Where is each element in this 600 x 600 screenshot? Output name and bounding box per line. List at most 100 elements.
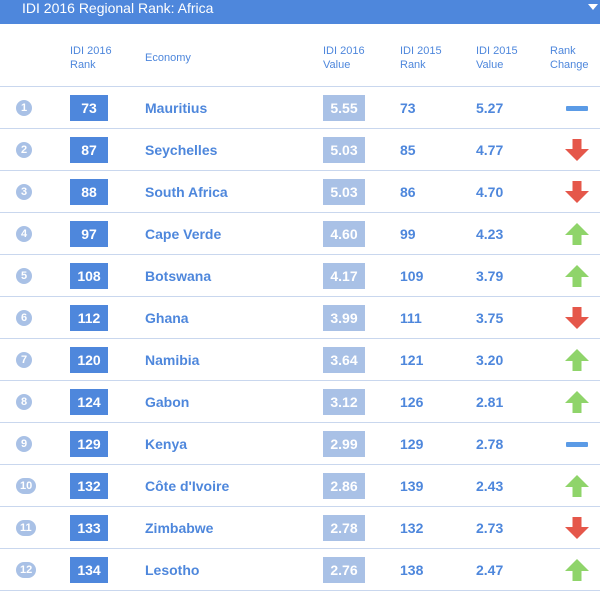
idi2016-value-cell: 4.60	[323, 221, 365, 247]
idi2015-rank-cell: 73	[400, 100, 416, 116]
economy-name[interactable]: Mauritius	[145, 100, 208, 116]
rank-change-same-icon	[564, 431, 590, 457]
rank-change-down-icon	[564, 179, 590, 205]
idi2016-rank-cell: 133	[70, 515, 108, 541]
table-row[interactable]: 6 112 Ghana 3.99 111 3.75	[0, 296, 600, 338]
economy-name[interactable]: Ghana	[145, 310, 189, 326]
rank-change-up-icon	[564, 263, 590, 289]
idi2016-value-cell: 5.55	[323, 95, 365, 121]
idi2015-value-cell: 4.23	[476, 226, 504, 242]
column-header-idi2015-value[interactable]: IDI 2015 Value	[476, 44, 518, 72]
idi2015-value-cell: 2.47	[476, 562, 504, 578]
column-header-line: IDI 2015	[476, 45, 518, 57]
table-row[interactable]: 3 88 South Africa 5.03 86 4.70	[0, 170, 600, 212]
economy-name[interactable]: Kenya	[145, 436, 188, 452]
idi2015-rank-cell: 85	[400, 142, 416, 158]
position-badge: 6	[16, 310, 32, 326]
rank-change-up-icon	[564, 473, 590, 499]
table-row[interactable]: 4 97 Cape Verde 4.60 99 4.23	[0, 212, 600, 254]
idi2015-value-cell: 3.79	[476, 268, 504, 284]
position-badge: 2	[16, 142, 32, 158]
position-badge: 10	[16, 478, 37, 494]
table-row[interactable]: 9 129 Kenya 2.99 129 2.78	[0, 422, 600, 464]
idi2016-value-cell: 5.03	[323, 179, 365, 205]
table-row[interactable]: 10 132 Côte d'Ivoire 2.86 139 2.43	[0, 464, 600, 506]
position-badge: 3	[16, 184, 32, 200]
rank-change-up-icon	[564, 557, 590, 583]
table-row[interactable]: 12 134 Lesotho 2.76 138 2.47	[0, 548, 600, 591]
ranking-table-body: 1 73 Mauritius 5.55 73 5.27 2 87 Seychelles 5.03 8…	[0, 86, 600, 591]
column-header-line: IDI 2016	[323, 45, 365, 57]
economy-name[interactable]: Namibia	[145, 352, 200, 368]
idi2015-rank-cell: 139	[400, 478, 424, 494]
position-badge: 12	[16, 562, 37, 578]
position-badge: 4	[16, 226, 32, 242]
idi2016-rank-cell: 120	[70, 347, 108, 373]
economy-name[interactable]: Gabon	[145, 394, 190, 410]
caret-down-icon[interactable]	[588, 4, 598, 10]
column-header-economy[interactable]: Economy	[145, 51, 191, 65]
position-badge: 7	[16, 352, 32, 368]
column-header-idi2016-rank[interactable]: IDI 2016 Rank	[70, 44, 112, 72]
table-row[interactable]: 11 133 Zimbabwe 2.78 132 2.73	[0, 506, 600, 548]
idi2015-rank-cell: 99	[400, 226, 416, 242]
idi2015-value-cell: 2.73	[476, 520, 504, 536]
rank-change-up-icon	[564, 389, 590, 415]
column-header-line: Rank	[400, 59, 426, 71]
idi2016-value-cell: 2.99	[323, 431, 365, 457]
idi2016-rank-cell: 97	[70, 221, 108, 247]
rank-change-down-icon	[564, 515, 590, 541]
position-badge: 9	[16, 436, 32, 452]
idi2016-rank-cell: 112	[70, 305, 108, 331]
column-header-rank-change[interactable]: Rank Change	[550, 44, 589, 72]
idi2016-value-cell: 4.17	[323, 263, 365, 289]
table-header-bar[interactable]: IDI 2016 Regional Rank: Africa	[0, 0, 600, 24]
table-row[interactable]: 7 120 Namibia 3.64 121 3.20	[0, 338, 600, 380]
position-badge: 1	[16, 100, 32, 116]
column-header-line: Rank	[550, 45, 576, 57]
idi2015-value-cell: 2.81	[476, 394, 504, 410]
idi2015-rank-cell: 129	[400, 436, 424, 452]
rank-change-up-icon	[564, 347, 590, 373]
column-header-idi2015-rank[interactable]: IDI 2015 Rank	[400, 44, 442, 72]
rank-change-up-icon	[564, 221, 590, 247]
economy-name[interactable]: Cape Verde	[145, 226, 222, 242]
idi2016-value-cell: 5.03	[323, 137, 365, 163]
economy-name[interactable]: Botswana	[145, 268, 212, 284]
idi2016-rank-cell: 132	[70, 473, 108, 499]
column-header-line: Change	[550, 59, 589, 71]
idi2015-rank-cell: 109	[400, 268, 424, 284]
idi2016-rank-cell: 124	[70, 389, 108, 415]
idi2015-rank-cell: 121	[400, 352, 424, 368]
table-row[interactable]: 5 108 Botswana 4.17 109 3.79	[0, 254, 600, 296]
economy-name[interactable]: Lesotho	[145, 562, 200, 578]
idi2015-value-cell: 4.70	[476, 184, 504, 200]
rank-change-down-icon	[564, 137, 590, 163]
position-badge: 11	[16, 520, 36, 536]
idi2015-rank-cell: 126	[400, 394, 424, 410]
idi2015-value-cell: 4.77	[476, 142, 504, 158]
table-row[interactable]: 8 124 Gabon 3.12 126 2.81	[0, 380, 600, 422]
column-header-line: Economy	[145, 52, 191, 64]
column-header-line: IDI 2016	[70, 45, 112, 57]
idi2016-value-cell: 3.12	[323, 389, 365, 415]
idi2016-rank-cell: 108	[70, 263, 108, 289]
table-row[interactable]: 1 73 Mauritius 5.55 73 5.27	[0, 86, 600, 128]
idi2015-rank-cell: 138	[400, 562, 424, 578]
idi2016-value-cell: 2.76	[323, 557, 365, 583]
idi2015-rank-cell: 86	[400, 184, 416, 200]
economy-name[interactable]: Seychelles	[145, 142, 218, 158]
rank-change-down-icon	[564, 305, 590, 331]
economy-name[interactable]: South Africa	[145, 184, 228, 200]
table-title: IDI 2016 Regional Rank: Africa	[22, 0, 214, 16]
column-header-line: Rank	[70, 59, 96, 71]
economy-name[interactable]: Zimbabwe	[145, 520, 214, 536]
idi2016-value-cell: 2.78	[323, 515, 365, 541]
economy-name[interactable]: Côte d'Ivoire	[145, 478, 230, 494]
rank-change-same-icon	[564, 95, 590, 121]
idi2015-rank-cell: 111	[400, 310, 422, 326]
table-row[interactable]: 2 87 Seychelles 5.03 85 4.77	[0, 128, 600, 170]
idi2015-value-cell: 2.78	[476, 436, 504, 452]
idi2015-value-cell: 3.20	[476, 352, 504, 368]
column-header-idi2016-value[interactable]: IDI 2016 Value	[323, 44, 365, 72]
